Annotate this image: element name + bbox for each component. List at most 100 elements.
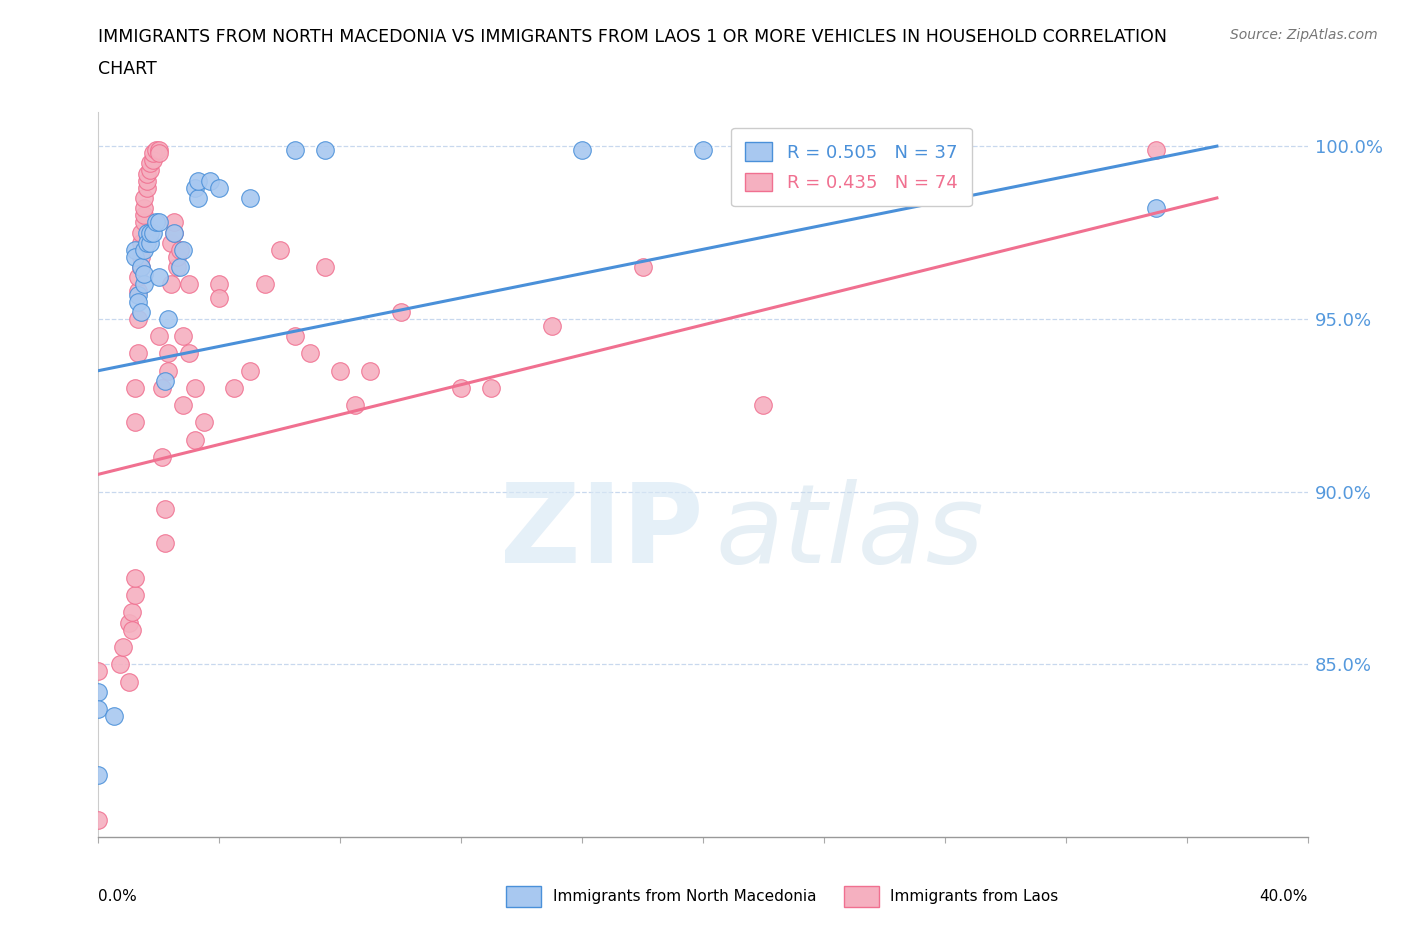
Point [108,657,131,671]
Point [132,191,155,206]
Point [87,684,110,699]
Point [127,294,149,309]
Point [224,380,246,395]
Point [150,380,173,395]
Point [124,380,146,395]
Point [129,304,152,319]
Point [692,142,714,157]
Point [284,142,307,157]
Text: 0.0%: 0.0% [98,889,138,904]
Text: atlas: atlas [716,479,984,586]
Point [135,173,157,188]
Text: CHART: CHART [98,60,157,78]
Point [139,235,162,250]
Point [156,346,179,361]
Point [118,674,141,689]
Point [172,243,194,258]
Point [187,173,209,188]
Point [208,277,231,292]
Point [132,267,155,282]
Point [169,243,191,258]
Point [541,318,564,333]
Text: Immigrants from Laos: Immigrants from Laos [890,889,1059,904]
Point [87,702,110,717]
Point [752,398,775,413]
Point [153,501,176,516]
Point [87,664,110,679]
Point [139,163,162,178]
Point [187,191,209,206]
Text: 40.0%: 40.0% [1260,889,1308,904]
Point [129,259,152,274]
Point [127,346,149,361]
Point [179,277,201,292]
Point [284,328,307,343]
Point [148,146,170,161]
Point [124,243,146,258]
Point [153,374,176,389]
Point [145,215,167,230]
Point [132,277,155,292]
Point [127,270,149,285]
Point [124,249,146,264]
Point [200,173,222,188]
Point [135,180,157,195]
Point [299,346,322,361]
Point [1146,201,1168,216]
Point [631,259,654,274]
Point [124,570,146,585]
Point [389,304,412,319]
Point [160,277,183,292]
Point [160,235,183,250]
Point [121,605,143,620]
Point [179,346,201,361]
Point [129,225,152,240]
Point [139,225,162,240]
Point [135,225,157,240]
Point [360,364,382,379]
Point [135,235,157,250]
Point [314,259,336,274]
Point [344,398,367,413]
Point [87,812,110,827]
Point [145,142,167,157]
Point [163,215,186,230]
Point [208,180,231,195]
Point [166,259,188,274]
Point [103,709,125,724]
Point [156,312,179,326]
Point [571,142,593,157]
Point [253,277,276,292]
Point [148,270,170,285]
Point [148,142,170,157]
Point [1146,142,1168,157]
Point [156,364,179,379]
Point [163,225,186,240]
Text: Immigrants from North Macedonia: Immigrants from North Macedonia [553,889,815,904]
Point [148,215,170,230]
Point [139,156,162,171]
Point [132,207,155,222]
Point [129,235,152,250]
Point [148,328,170,343]
Point [132,215,155,230]
Point [208,291,231,306]
Legend: R = 0.505   N = 37, R = 0.435   N = 74: R = 0.505 N = 37, R = 0.435 N = 74 [731,128,972,206]
Point [269,243,291,258]
Y-axis label: 1 or more Vehicles in Household: 1 or more Vehicles in Household [0,351,7,598]
Text: IMMIGRANTS FROM NORTH MACEDONIA VS IMMIGRANTS FROM LAOS 1 OR MORE VEHICLES IN HO: IMMIGRANTS FROM NORTH MACEDONIA VS IMMIG… [98,28,1167,46]
Point [172,328,194,343]
Point [153,536,176,551]
Point [118,616,141,631]
Point [314,142,336,157]
Point [172,398,194,413]
Point [135,166,157,181]
Text: ZIP: ZIP [499,479,703,586]
Point [87,767,110,782]
Point [132,243,155,258]
Point [239,191,262,206]
Point [450,380,472,395]
Point [121,622,143,637]
Point [150,449,173,464]
Point [184,180,207,195]
